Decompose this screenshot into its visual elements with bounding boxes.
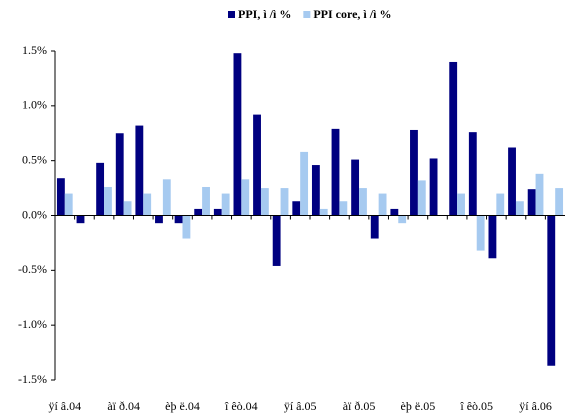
bar bbox=[359, 188, 367, 216]
bar bbox=[272, 215, 281, 266]
bar bbox=[331, 128, 340, 216]
bar bbox=[398, 215, 407, 224]
bar bbox=[233, 53, 242, 216]
bar bbox=[300, 151, 309, 216]
bar bbox=[449, 61, 458, 216]
bar bbox=[104, 186, 112, 216]
bar bbox=[476, 215, 485, 251]
bar bbox=[390, 208, 399, 216]
bar bbox=[378, 193, 387, 216]
bar bbox=[547, 215, 556, 366]
bar bbox=[241, 179, 250, 216]
bar bbox=[280, 188, 289, 216]
bar bbox=[64, 193, 73, 216]
x-tick-label: àï ð.04 bbox=[107, 399, 140, 413]
legend-label: PPI core, ì /ì % bbox=[313, 7, 391, 21]
bar bbox=[174, 215, 183, 224]
bar bbox=[292, 201, 301, 216]
x-tick-label: î êò.04 bbox=[224, 399, 258, 413]
bar bbox=[535, 173, 544, 216]
bar bbox=[115, 133, 124, 216]
bar bbox=[135, 125, 144, 216]
bar bbox=[351, 159, 360, 216]
bar bbox=[339, 201, 348, 216]
bar bbox=[123, 201, 132, 216]
legend-swatch bbox=[303, 11, 311, 18]
x-tick-label: àï ð.05 bbox=[343, 399, 376, 413]
x-tick-label: èþ ë.04 bbox=[165, 399, 200, 413]
y-tick-label: 0.0% bbox=[22, 207, 47, 221]
bar bbox=[213, 208, 222, 216]
bar bbox=[56, 178, 65, 216]
bar bbox=[515, 201, 524, 216]
bar bbox=[253, 114, 261, 216]
bar bbox=[143, 193, 152, 216]
bar bbox=[508, 147, 516, 216]
x-tick-label: èþ ë.05 bbox=[401, 399, 436, 413]
bar bbox=[194, 208, 203, 216]
y-tick-label: 1.5% bbox=[22, 43, 47, 57]
y-tick-label: 0.5% bbox=[22, 152, 47, 166]
bar bbox=[202, 186, 210, 216]
bar bbox=[457, 193, 465, 216]
bar bbox=[370, 215, 379, 239]
bar bbox=[496, 193, 505, 216]
y-tick-label: -0.5% bbox=[18, 262, 47, 276]
bar bbox=[76, 215, 85, 224]
bar bbox=[488, 215, 497, 259]
bar bbox=[417, 180, 426, 216]
bar bbox=[468, 132, 477, 216]
y-tick-label: -1.0% bbox=[18, 317, 47, 331]
y-tick-label: 1.0% bbox=[22, 98, 47, 112]
bar bbox=[429, 158, 438, 216]
bar bbox=[410, 129, 418, 216]
bar bbox=[221, 193, 230, 216]
x-tick-label: ÿí â.06 bbox=[519, 399, 552, 413]
legend-swatch bbox=[228, 11, 235, 18]
bar bbox=[527, 189, 536, 216]
bar bbox=[96, 162, 105, 216]
bar bbox=[182, 215, 191, 239]
legend-label: PPI, ì /ì % bbox=[238, 7, 291, 21]
x-tick-label: ÿí â.05 bbox=[284, 399, 317, 413]
x-tick-label: ÿí â.04 bbox=[48, 399, 81, 413]
bar bbox=[155, 215, 163, 224]
bar bbox=[319, 208, 328, 216]
bar bbox=[311, 165, 320, 216]
x-tick-label: î êò.05 bbox=[459, 399, 493, 413]
y-tick-label: -1.5% bbox=[18, 372, 47, 386]
bar bbox=[260, 188, 269, 216]
bar bbox=[555, 188, 564, 216]
bar bbox=[162, 179, 171, 216]
